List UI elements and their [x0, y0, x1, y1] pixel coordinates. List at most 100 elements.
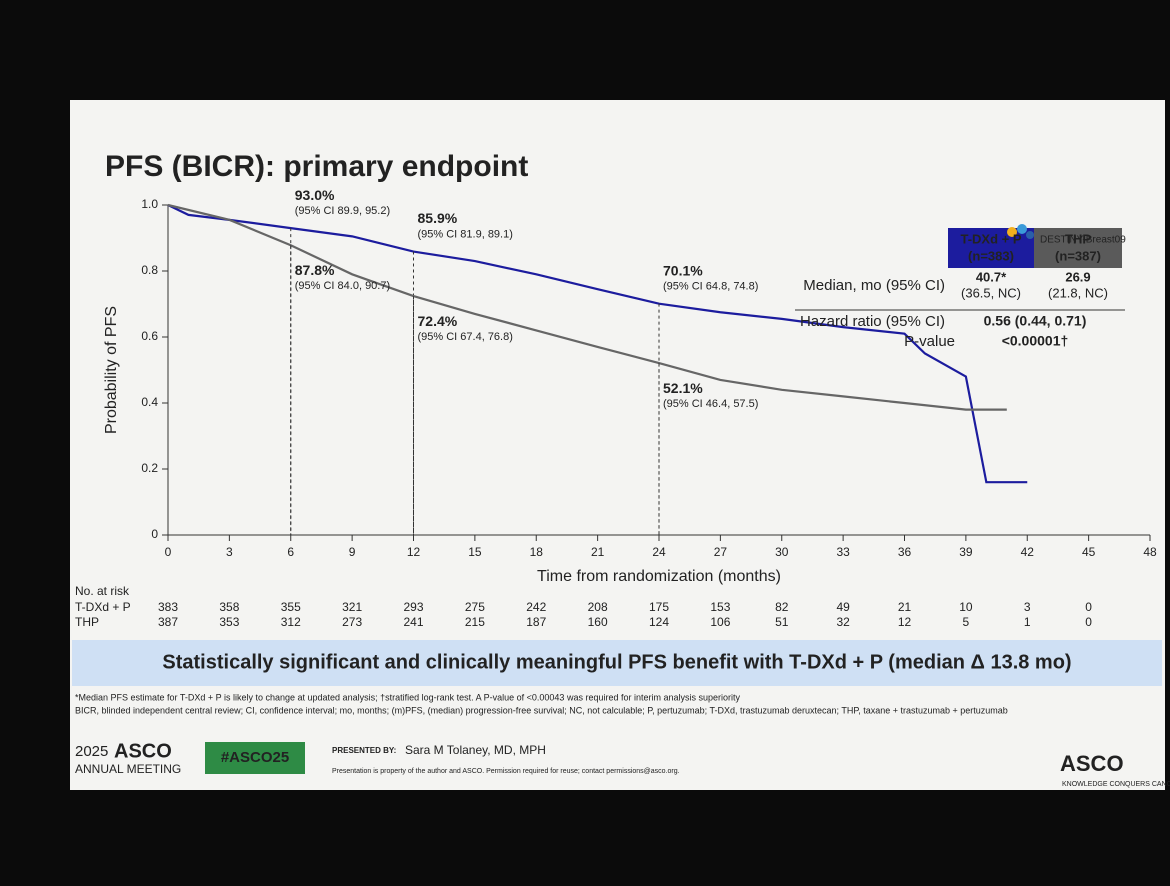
- notice: Presentation is property of the author a…: [332, 768, 680, 775]
- risk-count: 0: [1085, 600, 1092, 614]
- banner-box: [72, 640, 1162, 686]
- landmark-ci: (95% CI 67.4, 76.8): [418, 331, 513, 343]
- landmark-ci: (95% CI 64.8, 74.8): [663, 281, 758, 293]
- landmark-ci: (95% CI 81.9, 89.1): [418, 228, 513, 240]
- risk-count: 383: [158, 600, 178, 614]
- risk-count: 0: [1085, 615, 1092, 629]
- survival-curve: [167, 204, 1028, 484]
- x-tick-label: 33: [836, 545, 850, 559]
- risk-count: 21: [898, 600, 912, 614]
- risk-count: 32: [836, 615, 850, 629]
- risk-count: 387: [158, 615, 178, 629]
- landmark-label: 87.8%: [295, 262, 335, 278]
- header-cell: [1034, 228, 1122, 268]
- x-tick-label: 3: [226, 545, 233, 559]
- x-tick-label: 24: [652, 545, 666, 559]
- risk-count: 312: [281, 615, 301, 629]
- risk-count: 275: [465, 600, 485, 614]
- hashtag-box: [205, 742, 305, 774]
- table-header: THP: [1065, 231, 1091, 246]
- presented-by: PRESENTED BY:: [332, 746, 396, 755]
- table-cell: 26.9: [1065, 269, 1090, 284]
- survival-curve: [167, 203, 1007, 411]
- risk-title: No. at risk: [75, 584, 130, 598]
- table-header: (n=387): [1055, 248, 1101, 263]
- landmark-label: 72.4%: [418, 313, 458, 329]
- risk-count: 241: [403, 615, 423, 629]
- x-tick-label: 45: [1082, 545, 1096, 559]
- risk-count: 3: [1024, 600, 1031, 614]
- banner: Statistically significant and clinically…: [162, 651, 1071, 673]
- footer-year: 2025: [75, 743, 108, 760]
- risk-count: 355: [281, 600, 301, 614]
- table-header: (n=383): [968, 248, 1014, 263]
- x-tick-label: 36: [898, 545, 912, 559]
- risk-count: 10: [959, 600, 973, 614]
- table-cell: <0.00001†: [1002, 333, 1069, 349]
- table-cell: (21.8, NC): [1048, 285, 1108, 300]
- risk-count: 321: [342, 600, 362, 614]
- y-tick-label: 0.4: [141, 395, 158, 409]
- table-cell: (36.5, NC): [961, 285, 1021, 300]
- risk-count: 12: [898, 615, 912, 629]
- x-tick-label: 6: [287, 545, 294, 559]
- risk-count: 124: [649, 615, 669, 629]
- footer-meeting: ANNUAL MEETING: [75, 762, 181, 776]
- table-cell: 0.56 (0.44, 0.71): [984, 313, 1087, 329]
- footnote: *Median PFS estimate for T-DXd + P is li…: [75, 692, 741, 702]
- risk-count: 1: [1024, 615, 1031, 629]
- table-row-label: Hazard ratio (95% CI): [800, 313, 945, 330]
- landmark-label: 70.1%: [663, 262, 703, 278]
- landmark-ci: (95% CI 89.9, 95.2): [295, 205, 390, 217]
- risk-count: 51: [775, 615, 789, 629]
- hashtag: #ASCO25: [221, 749, 289, 766]
- landmark-label: 52.1%: [663, 380, 703, 396]
- risk-count: 82: [775, 600, 789, 614]
- x-tick-label: 18: [530, 545, 544, 559]
- y-tick-label: 0.2: [141, 461, 158, 475]
- trial-logo: DESTINY-Breast09: [1040, 235, 1126, 246]
- header-cell: [948, 228, 1034, 268]
- risk-count: 353: [219, 615, 239, 629]
- x-tick-label: 30: [775, 545, 789, 559]
- landmark-label: 93.0%: [295, 187, 335, 203]
- risk-count: 187: [526, 615, 546, 629]
- risk-count: 106: [710, 615, 730, 629]
- table-header: T-DXd + P: [960, 231, 1021, 246]
- y-tick-label: 1.0: [141, 197, 158, 211]
- x-axis-label: Time from randomization (months): [537, 568, 781, 585]
- society-logo: ASCO: [1060, 751, 1124, 776]
- x-tick-label: 0: [165, 545, 172, 559]
- footnote: BICR, blinded independent central review…: [75, 705, 1008, 715]
- risk-count: 293: [403, 600, 423, 614]
- risk-count: 242: [526, 600, 546, 614]
- x-tick-label: 48: [1143, 545, 1157, 559]
- x-tick-label: 9: [349, 545, 356, 559]
- risk-row-name: T-DXd + P: [75, 600, 131, 614]
- x-tick-label: 12: [407, 545, 421, 559]
- logo-mark: [1007, 224, 1034, 239]
- y-tick-label: 0: [151, 527, 158, 541]
- footer-brand: ASCO: [114, 740, 172, 762]
- y-tick-label: 0.8: [141, 263, 158, 277]
- y-tick-label: 0.6: [141, 329, 158, 343]
- chart-title: PFS (BICR): primary endpoint: [105, 150, 528, 183]
- x-tick-label: 42: [1021, 545, 1035, 559]
- table-row-label: Median, mo (95% CI): [803, 277, 945, 294]
- risk-count: 175: [649, 600, 669, 614]
- tagline: KNOWLEDGE CONQUERS CANCER: [1062, 781, 1170, 788]
- risk-count: 160: [588, 615, 608, 629]
- risk-count: 153: [710, 600, 730, 614]
- risk-count: 215: [465, 615, 485, 629]
- landmark-ci: (95% CI 46.4, 57.5): [663, 398, 758, 410]
- landmark-label: 85.9%: [418, 210, 458, 226]
- risk-count: 273: [342, 615, 362, 629]
- risk-row-name: THP: [75, 615, 99, 629]
- x-tick-label: 21: [591, 545, 605, 559]
- slide: [70, 100, 1165, 790]
- risk-count: 208: [588, 600, 608, 614]
- table-cell: 40.7*: [976, 269, 1007, 284]
- risk-count: 49: [836, 600, 850, 614]
- table-row-label: P-value: [904, 333, 955, 350]
